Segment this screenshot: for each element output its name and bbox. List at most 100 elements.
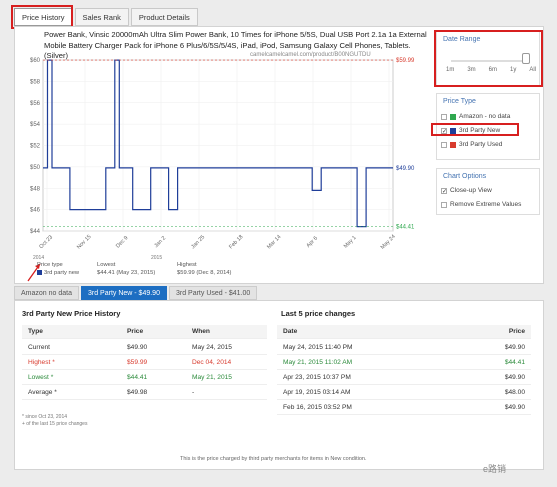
y-tick-label: $58 — [30, 79, 41, 85]
history-row-type: Average * — [28, 389, 57, 396]
footer-note: This is the price charged by third party… — [180, 456, 367, 462]
tab-product-details[interactable]: Product Details — [130, 8, 198, 26]
changes-row: May 21, 2015 11:02 AM $44.41 — [277, 356, 531, 370]
tab-3rd-party-used[interactable]: 3rd Party Used - $41.00 — [168, 286, 258, 300]
x-tick-label: Apr 6 — [306, 236, 320, 250]
history-row-price: $49.90 — [127, 344, 148, 351]
x-tick-label: Nov 15 — [76, 234, 93, 251]
close-up-checkbox[interactable] — [441, 187, 447, 194]
third-party-new-color-swatch — [450, 127, 456, 134]
series-line-3rd-party-new — [43, 59, 393, 228]
third-party-used-color-swatch — [450, 141, 456, 148]
history-row: Highest * $59.99 Dec 04, 2014 — [22, 356, 267, 370]
x-tick-label: Mar 14 — [266, 234, 282, 250]
third-party-new-label: 3rd Party New — [459, 127, 501, 134]
range-all[interactable]: All — [529, 67, 536, 73]
y-tick-label: $52 — [30, 144, 41, 150]
changes-row: Apr 23, 2015 10:37 PM $49.90 — [277, 371, 531, 385]
history-note-last: + of the last 15 price changes — [22, 421, 88, 427]
header-change-price: Price — [508, 328, 525, 335]
date-range-title: Date Range — [443, 36, 481, 43]
price-type-title: Price Type — [443, 98, 476, 105]
price-type-amazon[interactable]: Amazon - no data — [441, 113, 510, 120]
tab-3rd-party-new[interactable]: 3rd Party New - $49.90 — [80, 286, 167, 300]
range-6m[interactable]: 6m — [488, 67, 497, 73]
close-up-label: Close-up View — [450, 187, 492, 194]
history-row-type: Lowest * — [28, 374, 54, 381]
range-1y[interactable]: 1y — [509, 67, 517, 73]
history-row-when: - — [192, 389, 195, 396]
history-title: 3rd Party New Price History — [22, 309, 121, 318]
price-history-table: Type Price When Current $49.90 May 24, 201… — [22, 325, 267, 405]
price-type-3rd-party-used[interactable]: 3rd Party Used — [441, 141, 502, 148]
chart-url[interactable]: camelcamelcamel.com/product/B00NGUTDU — [250, 52, 371, 58]
changes-row-date: Feb 16, 2015 03:52 PM — [283, 404, 352, 411]
history-row-when: May 24, 2015 — [192, 344, 232, 351]
changes-header-row: Date Price — [277, 325, 531, 339]
history-row: Average * $49.98 - — [22, 386, 267, 400]
history-row-price: $49.98 — [127, 389, 148, 396]
third-party-new-checkbox[interactable] — [441, 127, 447, 134]
top-tabs: Price History Sales Rank Product Details — [14, 8, 198, 26]
chart-options-panel: Chart Options — [436, 168, 540, 215]
history-row-when: Dec 04, 2014 — [192, 359, 232, 366]
price-type-panel: Price Type — [436, 93, 540, 160]
price-changes-table: Date Price May 24, 2015 11:40 PM $49.90 Ma… — [277, 325, 531, 420]
watermark: e路销 — [483, 464, 507, 474]
changes-title: Last 5 price changes — [281, 309, 356, 318]
x-tick-label: Jan 25 — [190, 234, 206, 250]
highlight-date-range — [434, 30, 543, 87]
tab-amazon[interactable]: Amazon no data — [14, 286, 79, 300]
y-tick-label: $50 — [30, 165, 41, 171]
changes-row-date: May 24, 2015 11:40 PM — [283, 344, 353, 351]
x-tick-label: May 24 — [380, 234, 397, 251]
range-1m[interactable]: 1m — [446, 67, 455, 73]
x-tick-label: Oct 23 — [38, 234, 54, 250]
chart-grid — [42, 59, 394, 232]
legend-lowest-value: $44.41 (May 23, 2015) — [97, 270, 156, 276]
range-3m[interactable]: 3m — [467, 67, 476, 73]
date-range-slider-handle[interactable] — [522, 53, 530, 64]
changes-row-price: $49.90 — [504, 374, 525, 381]
year-label-2014: 2014 — [33, 255, 44, 261]
history-row: Current $49.90 May 24, 2015 — [22, 341, 267, 355]
low-price-label: $44.41 — [396, 225, 415, 231]
tab-sales-rank[interactable]: Sales Rank — [74, 8, 129, 26]
header-price: Price — [127, 328, 144, 335]
date-range-slider-track[interactable] — [451, 60, 529, 62]
legend-highest-value: $59.99 (Dec 8, 2014) — [177, 270, 232, 276]
history-row: Lowest * $44.41 May 21, 2015 — [22, 371, 267, 385]
changes-row-date: May 21, 2015 11:02 AM — [283, 359, 353, 366]
red-arrow-head — [35, 264, 40, 269]
highlight-3rd-party-new — [431, 123, 519, 136]
history-row-type: Highest * — [28, 359, 55, 366]
y-tick-label: $60 — [30, 58, 41, 64]
header-when: When — [192, 328, 210, 335]
product-title: Power Bank, Vinsic 20000mAh Ultra Slim P… — [44, 30, 427, 60]
third-party-used-checkbox[interactable] — [441, 141, 447, 148]
legend-price-type-value: 3rd party new — [44, 270, 80, 277]
option-close-up-view[interactable]: Close-up View — [441, 187, 492, 194]
y-tick-label: $48 — [30, 186, 41, 192]
history-row-when: May 21, 2015 — [192, 374, 232, 381]
legend-price-type-label: Price type — [37, 262, 63, 268]
y-tick-label: $44 — [30, 229, 41, 235]
date-range-labels: 1m 3m 6m 1y All — [446, 67, 536, 73]
amazon-color-swatch — [450, 113, 456, 120]
x-tick-labels: Oct 23 Nov 15 Dec 9 Jan 2 Jan 25 Feb 18 Mar 14… — [38, 234, 396, 251]
changes-row: Feb 16, 2015 03:52 PM $49.90 — [277, 401, 531, 415]
y-tick-label: $56 — [30, 101, 41, 107]
remove-extreme-checkbox[interactable] — [441, 201, 447, 208]
chart-options-title: Chart Options — [443, 173, 487, 180]
year-label-2015: 2015 — [151, 255, 162, 261]
legend-swatch — [37, 270, 42, 275]
high-price-label: $59.99 — [396, 58, 415, 64]
changes-row: Apr 19, 2015 03:14 AM $48.00 — [277, 386, 531, 400]
x-tick-label: Dec 9 — [115, 235, 129, 249]
option-remove-extreme-values[interactable]: Remove Extreme Values — [441, 201, 521, 208]
amazon-checkbox[interactable] — [441, 113, 447, 120]
price-type-3rd-party-new[interactable]: 3rd Party New — [441, 127, 500, 134]
changes-row: May 24, 2015 11:40 PM $49.90 — [277, 341, 531, 355]
